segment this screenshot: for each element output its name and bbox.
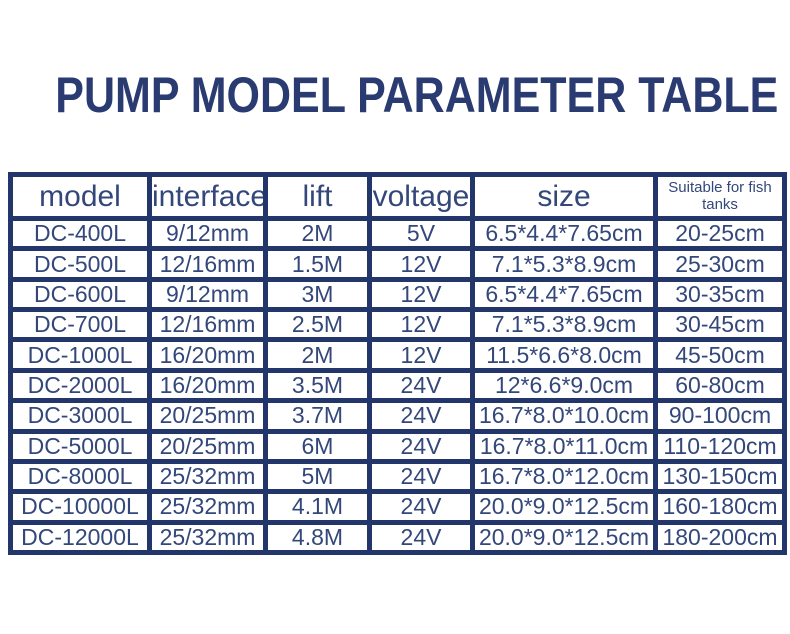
cell-interface: 12/16mm — [147, 246, 268, 282]
cell-tanks: 180-200cm — [653, 519, 787, 556]
cell-model: DC-500L — [8, 246, 152, 282]
cell-model: DC-1000L — [8, 337, 152, 373]
cell-voltage: 24V — [367, 519, 475, 556]
cell-tanks: 90-100cm — [653, 398, 787, 434]
cell-interface: 25/32mm — [147, 489, 268, 525]
table-row: DC-500L 12/16mm 1.5M 12V 7.1*5.3*8.9cm 25-30c… — [8, 246, 787, 282]
table-row: DC-1000L 16/20mm 2M 12V 11.5*6.6*8.0cm 45-50c… — [8, 337, 787, 373]
header-row: model interface lift voltage size Suitab… — [8, 172, 787, 221]
table-row: DC-600L 9/12mm 3M 12V 6.5*4.4*7.65cm 30-35cm — [8, 276, 787, 313]
cell-lift: 3.5M — [263, 367, 372, 404]
cell-tanks: 20-25cm — [653, 215, 787, 252]
col-header-lift: lift — [263, 172, 372, 221]
cell-model: DC-12000L — [8, 519, 152, 556]
cell-lift: 6M — [263, 428, 372, 464]
cell-size: 6.5*4.4*7.65cm — [470, 215, 658, 252]
cell-voltage: 5V — [367, 215, 475, 252]
cell-interface: 25/32mm — [147, 519, 268, 556]
cell-tanks: 25-30cm — [653, 246, 787, 282]
cell-voltage: 12V — [367, 246, 475, 282]
cell-lift: 2.5M — [263, 307, 372, 343]
cell-tanks: 45-50cm — [653, 337, 787, 373]
cell-size: 16.7*8.0*10.0cm — [470, 398, 658, 434]
cell-interface: 20/25mm — [147, 398, 268, 434]
cell-lift: 4.8M — [263, 519, 372, 556]
cell-lift: 1.5M — [263, 246, 372, 282]
col-header-interface: interface — [147, 172, 268, 221]
cell-voltage: 12V — [367, 307, 475, 343]
table-row: DC-12000L 25/32mm 4.8M 24V 20.0*9.0*12.5cm 18… — [8, 519, 787, 556]
cell-lift: 3M — [263, 276, 372, 313]
cell-model: DC-10000L — [8, 489, 152, 525]
table-row: DC-3000L 20/25mm 3.7M 24V 16.7*8.0*10.0cm 90-… — [8, 398, 787, 434]
cell-voltage: 12V — [367, 276, 475, 313]
table-row: DC-400L 9/12mm 2M 5V 6.5*4.4*7.65cm 20-25cm — [8, 215, 787, 252]
cell-lift: 3.7M — [263, 398, 372, 434]
page-title: PUMP MODEL PARAMETER TABLE — [55, 67, 779, 123]
table-row: DC-2000L 16/20mm 3.5M 24V 12*6.6*9.0cm 60-80c… — [8, 367, 787, 404]
table-row: DC-10000L 25/32mm 4.1M 24V 20.0*9.0*12.5cm 16… — [8, 489, 787, 525]
cell-tanks: 130-150cm — [653, 458, 787, 495]
col-header-model: model — [8, 172, 152, 221]
cell-voltage: 24V — [367, 367, 475, 404]
cell-size: 20.0*9.0*12.5cm — [470, 519, 658, 556]
pump-parameter-table: model interface lift voltage size Suitab… — [8, 172, 787, 556]
col-header-suitable-tanks: Suitable for fish tanks — [653, 172, 787, 221]
cell-lift: 5M — [263, 458, 372, 495]
cell-voltage: 24V — [367, 489, 475, 525]
cell-tanks: 60-80cm — [653, 367, 787, 404]
cell-size: 20.0*9.0*12.5cm — [470, 489, 658, 525]
cell-tanks: 160-180cm — [653, 489, 787, 525]
cell-voltage: 12V — [367, 337, 475, 373]
table-row: DC-700L 12/16mm 2.5M 12V 7.1*5.3*8.9cm 30-45c… — [8, 307, 787, 343]
cell-model: DC-3000L — [8, 398, 152, 434]
col-header-voltage: voltage — [367, 172, 475, 221]
cell-size: 7.1*5.3*8.9cm — [470, 246, 658, 282]
table-body: DC-400L 9/12mm 2M 5V 6.5*4.4*7.65cm 20-25cm DC… — [8, 215, 787, 556]
cell-model: DC-8000L — [8, 458, 152, 495]
cell-tanks: 30-35cm — [653, 276, 787, 313]
cell-size: 16.7*8.0*12.0cm — [470, 458, 658, 495]
col-header-size: size — [470, 172, 658, 221]
cell-model: DC-5000L — [8, 428, 152, 464]
cell-voltage: 24V — [367, 398, 475, 434]
cell-model: DC-700L — [8, 307, 152, 343]
cell-interface: 9/12mm — [147, 215, 268, 252]
cell-voltage: 24V — [367, 428, 475, 464]
cell-size: 12*6.6*9.0cm — [470, 367, 658, 404]
cell-tanks: 110-120cm — [653, 428, 787, 464]
cell-interface: 20/25mm — [147, 428, 268, 464]
cell-size: 11.5*6.6*8.0cm — [470, 337, 658, 373]
cell-lift: 4.1M — [263, 489, 372, 525]
cell-model: DC-2000L — [8, 367, 152, 404]
cell-interface: 16/20mm — [147, 367, 268, 404]
cell-model: DC-400L — [8, 215, 152, 252]
cell-size: 16.7*8.0*11.0cm — [470, 428, 658, 464]
cell-interface: 16/20mm — [147, 337, 268, 373]
table-row: DC-5000L 20/25mm 6M 24V 16.7*8.0*11.0cm 110-1… — [8, 428, 787, 464]
cell-interface: 25/32mm — [147, 458, 268, 495]
cell-tanks: 30-45cm — [653, 307, 787, 343]
cell-lift: 2M — [263, 337, 372, 373]
table-row: DC-8000L 25/32mm 5M 24V 16.7*8.0*12.0cm 130-1… — [8, 458, 787, 495]
cell-interface: 12/16mm — [147, 307, 268, 343]
cell-voltage: 24V — [367, 458, 475, 495]
cell-size: 6.5*4.4*7.65cm — [470, 276, 658, 313]
cell-size: 7.1*5.3*8.9cm — [470, 307, 658, 343]
cell-model: DC-600L — [8, 276, 152, 313]
cell-interface: 9/12mm — [147, 276, 268, 313]
cell-lift: 2M — [263, 215, 372, 252]
